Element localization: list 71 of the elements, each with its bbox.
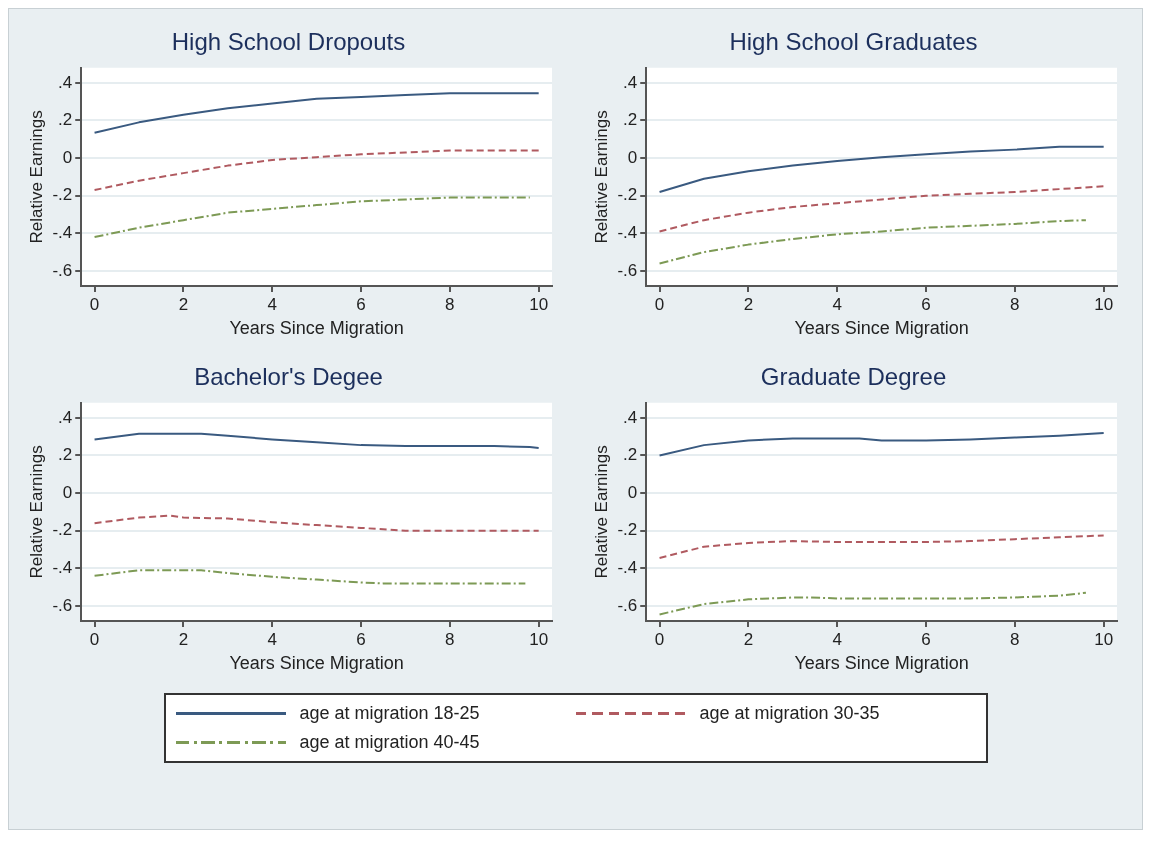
chart-title: High School Dropouts [171,28,406,56]
line-series [658,219,1087,265]
y-tick-label: -.4 [52,223,73,243]
y-tick-label: 0 [62,147,73,167]
y-tick-label: -.4 [52,558,73,578]
y-tick-label: -.2 [52,520,73,540]
x-tick-label: 2 [743,294,754,314]
x-tick-label: 4 [832,629,842,649]
x-axis-title: Years Since Migration [229,318,404,339]
line-series [658,591,1087,616]
x-tick-label: 8 [445,629,455,649]
x-tick-label: 8 [1010,629,1020,649]
x-tick-label: 2 [178,629,189,649]
y-tick-label: -.6 [617,260,638,280]
x-tick-label: 6 [921,294,931,314]
legend-label: age at migration 30-35 [699,703,880,724]
y-axis-title: Relative Earnings [26,445,46,579]
x-tick-label: 2 [178,294,189,314]
y-tick-label: 0 [62,482,73,502]
legend-label: age at migration 18-25 [299,703,480,724]
x-tick-label: 6 [356,294,366,314]
y-tick-label: .4 [623,72,638,92]
y-tick-label: .4 [623,407,638,427]
x-tick-label: 0 [89,629,100,649]
line-series [93,514,540,532]
y-axis-title: Relative Earnings [591,445,611,579]
line-series [658,534,1105,559]
y-tick-label: -.4 [617,223,638,243]
x-tick-label: 4 [832,294,842,314]
x-tick-label: 0 [654,294,665,314]
line-series [93,196,531,239]
legend-label: age at migration 40-45 [299,732,480,753]
line-series [93,569,527,585]
x-tick-label: 6 [921,629,931,649]
line-series [93,149,540,192]
chart-title: Bachelor's Degee [194,363,383,391]
y-axis-title: Relative Earnings [591,110,611,244]
x-tick-label: 0 [654,629,665,649]
x-axis-title: Years Since Migration [229,653,404,674]
x-tick-label: 6 [356,629,366,649]
line-series [658,185,1105,233]
y-tick-label: -.6 [617,595,638,615]
x-axis-title: Years Since Migration [794,653,969,674]
chart-title: Graduate Degree [760,363,947,391]
y-tick-label: 0 [627,482,638,502]
x-tick-label: 10 [529,629,549,649]
x-tick-label: 4 [267,294,277,314]
y-tick-label: -.2 [52,185,73,205]
x-tick-label: 10 [1094,629,1114,649]
y-tick-label: .4 [58,407,73,427]
x-tick-label: 8 [1010,294,1020,314]
y-tick-label: 0 [627,147,638,167]
x-tick-label: 10 [1094,294,1114,314]
y-tick-label: -.6 [52,260,73,280]
y-tick-label: .2 [623,445,638,465]
x-tick-label: 8 [445,294,455,314]
y-tick-label: -.2 [617,185,638,205]
y-tick-label: .2 [58,445,73,465]
y-tick-label: .4 [58,72,73,92]
y-axis-title: Relative Earnings [26,110,46,244]
x-tick-label: 2 [743,629,754,649]
y-tick-label: -.2 [617,520,638,540]
y-tick-label: -.6 [52,595,73,615]
x-tick-label: 4 [267,629,277,649]
x-axis-title: Years Since Migration [794,318,969,339]
x-tick-label: 10 [529,294,549,314]
y-tick-label: .2 [58,110,73,130]
chart-title: High School Graduates [729,28,978,56]
y-tick-label: .2 [623,110,638,130]
y-tick-label: -.4 [617,558,638,578]
x-tick-label: 0 [89,294,100,314]
